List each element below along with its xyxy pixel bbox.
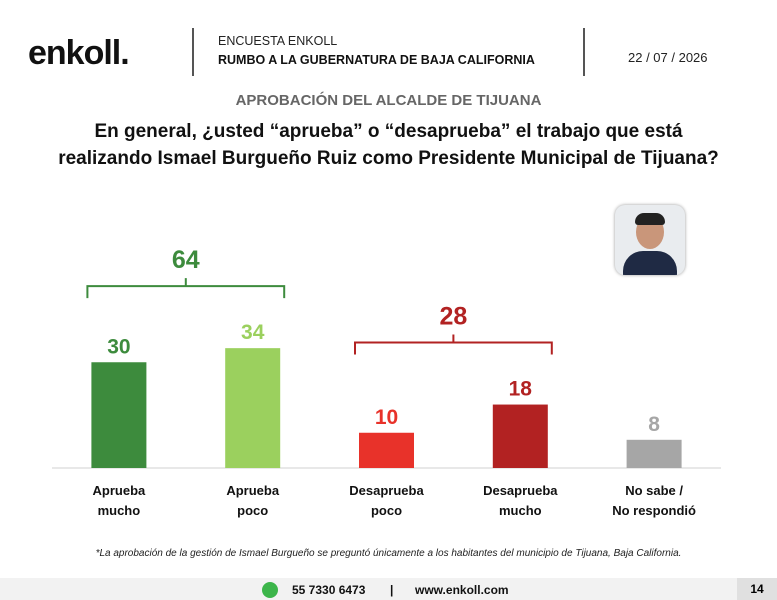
- phone: 55 7330 6473: [292, 583, 366, 597]
- divider: [192, 28, 194, 76]
- bar: [225, 348, 281, 468]
- date: 22 / 07 / 2026: [628, 50, 708, 65]
- value-label: 34: [241, 321, 265, 344]
- section-title: APROBACIÓN DEL ALCALDE DE TIJUANA: [235, 92, 542, 109]
- footer-bar: [0, 578, 777, 600]
- bar: [492, 404, 548, 468]
- separator: |: [390, 583, 394, 597]
- category-label: Aprueba mucho: [92, 483, 146, 518]
- category-label: Desaprueba mucho: [483, 483, 558, 518]
- divider: [583, 28, 585, 76]
- photo: [615, 205, 685, 275]
- group-bracket: [354, 334, 553, 355]
- value-label: 30: [107, 335, 130, 358]
- logo: enkoll.: [28, 34, 130, 72]
- category-label: Aprueba poco: [226, 483, 280, 518]
- footnote: *La aprobación de la gestión de Ismael B…: [95, 548, 682, 559]
- category-label: Desaprueba poco: [349, 483, 424, 518]
- value-label: 18: [509, 378, 533, 401]
- value-label: 10: [375, 406, 398, 429]
- bar: [91, 362, 147, 468]
- website: www.enkoll.com: [415, 583, 509, 597]
- bar: [626, 439, 682, 468]
- chart-title: En general, ¿usted “aprueba” o “desaprue…: [58, 121, 719, 169]
- group-total: 28: [439, 303, 467, 331]
- phone-icon: [262, 582, 278, 598]
- group-bracket: [86, 278, 286, 299]
- value-label: 8: [648, 413, 660, 436]
- survey-name: ENCUESTA ENKOLL: [218, 34, 338, 48]
- group-total: 64: [172, 246, 200, 274]
- survey-subtitle: RUMBO A LA GUBERNATURA DE BAJA CALIFORNI…: [218, 53, 535, 67]
- chart: 30 34 10 18 8 64 28: [52, 246, 721, 469]
- bar: [359, 432, 414, 468]
- category-label: No sabe / No respondió: [612, 483, 696, 518]
- page-number: 14: [737, 578, 777, 600]
